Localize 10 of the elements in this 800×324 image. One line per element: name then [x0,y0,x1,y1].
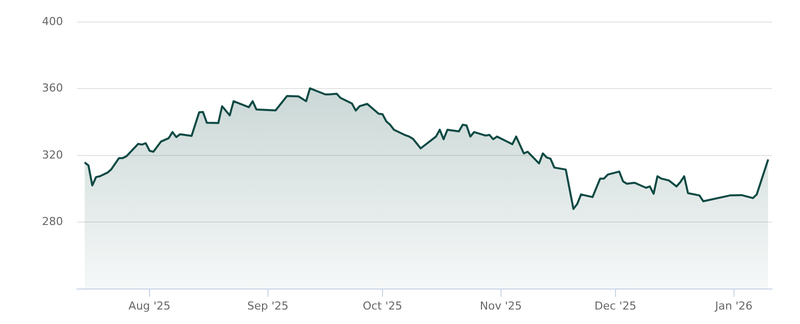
y-tick-label: 360 [42,82,63,95]
x-tick-label: Oct '25 [362,299,402,312]
x-tick-label: Jan '26 [714,299,753,312]
y-tick-label: 320 [42,148,63,162]
y-tick-label: 400 [42,14,63,28]
x-tick-label: Nov '25 [480,299,522,312]
x-tick-label: Dec '25 [594,299,636,312]
x-tick-label: Sep '25 [247,299,289,312]
x-tick-label: Aug '25 [128,299,171,312]
y-tick-label: 280 [42,214,63,228]
